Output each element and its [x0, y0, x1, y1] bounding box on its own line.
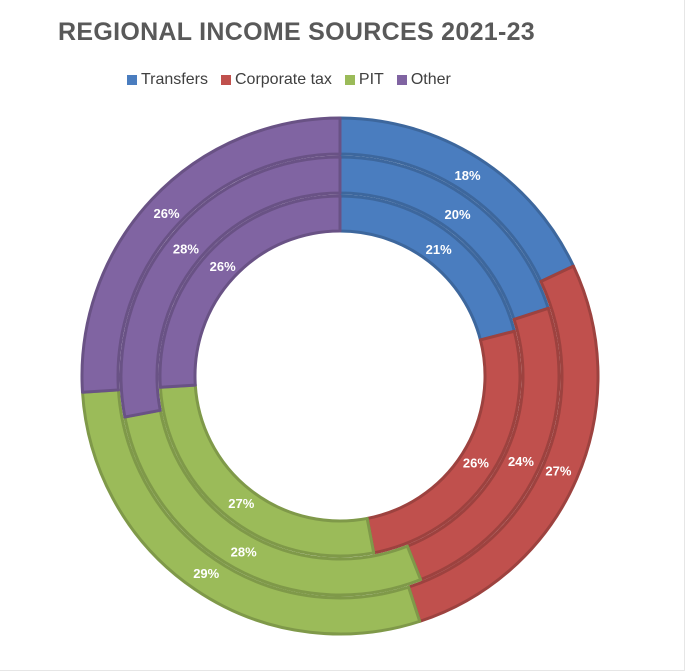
segment-other-ring-3	[158, 194, 342, 389]
legend-label-transfers: Transfers	[141, 71, 208, 88]
legend-swatch-pit	[344, 75, 355, 85]
data-label-transfers-ring-1: 18%	[455, 168, 481, 183]
data-label-transfers-ring-3: 21%	[426, 242, 452, 257]
data-label-corporate-tax-ring-2: 24%	[508, 454, 534, 469]
chart-title: REGIONAL INCOME SOURCES 2021-23	[58, 18, 536, 46]
legend-swatch-corporate-tax	[220, 75, 231, 85]
data-label-other-ring-1: 26%	[153, 206, 179, 221]
legend: Transfers Corporate tax PIT Other	[127, 71, 464, 89]
data-label-other-ring-2: 28%	[173, 242, 199, 257]
data-label-transfers-ring-2: 20%	[445, 207, 471, 222]
legend-item-corporate-tax: Corporate tax	[220, 71, 332, 89]
legend-item-pit: PIT	[344, 71, 384, 89]
legend-label-pit: PIT	[358, 71, 384, 88]
data-label-corporate-tax-ring-1: 27%	[545, 464, 571, 479]
data-label-corporate-tax-ring-3: 26%	[463, 455, 489, 470]
data-label-other-ring-3: 26%	[210, 259, 236, 274]
legend-swatch-transfers	[127, 75, 137, 85]
data-label-pit-ring-2: 28%	[231, 544, 257, 559]
segment-other-ring-2	[119, 155, 342, 419]
segment-other-ring-1	[80, 116, 342, 394]
legend-item-other: Other	[396, 71, 451, 89]
data-label-pit-ring-1: 29%	[193, 566, 219, 581]
legend-item-transfers: Transfers	[127, 71, 208, 89]
legend-swatch-other	[396, 75, 407, 85]
legend-label-other: Other	[410, 71, 451, 88]
data-label-pit-ring-3: 27%	[228, 496, 254, 511]
legend-label-corporate-tax: Corporate tax	[234, 71, 332, 88]
